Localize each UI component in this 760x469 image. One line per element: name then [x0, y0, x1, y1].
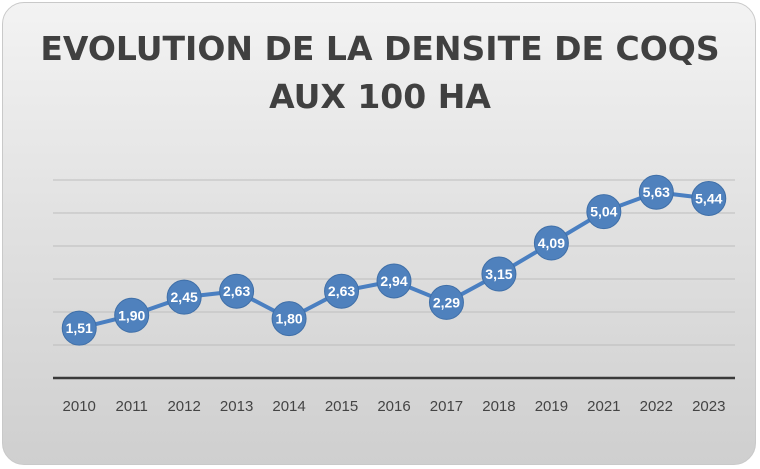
x-tick-label: 2023	[692, 398, 725, 415]
x-tick-label: 2021	[587, 398, 620, 415]
x-tick-label: 2016	[377, 398, 410, 415]
data-label: 5,44	[695, 190, 722, 206]
data-point	[533, 225, 569, 261]
data-label: 2,29	[433, 294, 460, 310]
data-label: 1,51	[66, 320, 93, 336]
data-point	[166, 279, 202, 315]
data-point	[219, 273, 255, 309]
data-label: 1,90	[118, 307, 145, 323]
data-label: 2,63	[328, 283, 355, 299]
data-point	[271, 301, 307, 337]
data-label: 4,09	[538, 235, 565, 251]
chart-title: EVOLUTION DE LA DENSITE DE COQS AUX 100 …	[3, 25, 755, 121]
chart-card: EVOLUTION DE LA DENSITE DE COQS AUX 100 …	[2, 2, 756, 465]
data-point	[376, 263, 412, 299]
data-point	[481, 256, 517, 292]
data-point	[114, 297, 150, 333]
data-label: 5,04	[590, 204, 617, 220]
data-label: 2,63	[223, 283, 250, 299]
x-tick-label: 2019	[535, 398, 568, 415]
x-tick-label: 2012	[167, 398, 200, 415]
data-point	[324, 273, 360, 309]
x-tick-label: 2022	[640, 398, 673, 415]
data-point	[61, 310, 97, 346]
x-tick-label: 2015	[325, 398, 358, 415]
data-label: 3,15	[485, 266, 512, 282]
x-tick-label: 2010	[63, 398, 96, 415]
data-label: 2,94	[380, 273, 407, 289]
data-point	[428, 284, 464, 320]
x-tick-label: 2018	[482, 398, 515, 415]
data-label: 2,45	[171, 289, 198, 305]
data-point	[638, 174, 674, 210]
data-point	[691, 180, 727, 216]
x-tick-label: 2011	[116, 398, 148, 415]
chart-title-line-2: AUX 100 HA	[269, 77, 491, 116]
x-tick-label: 2017	[430, 398, 463, 415]
chart-title-line-1: EVOLUTION DE LA DENSITE DE COQS	[40, 29, 720, 68]
data-point	[586, 194, 622, 230]
data-label: 5,63	[643, 184, 670, 200]
x-tick-label: 2013	[220, 398, 253, 415]
x-tick-label: 2014	[272, 398, 305, 415]
data-label: 1,80	[275, 311, 302, 327]
